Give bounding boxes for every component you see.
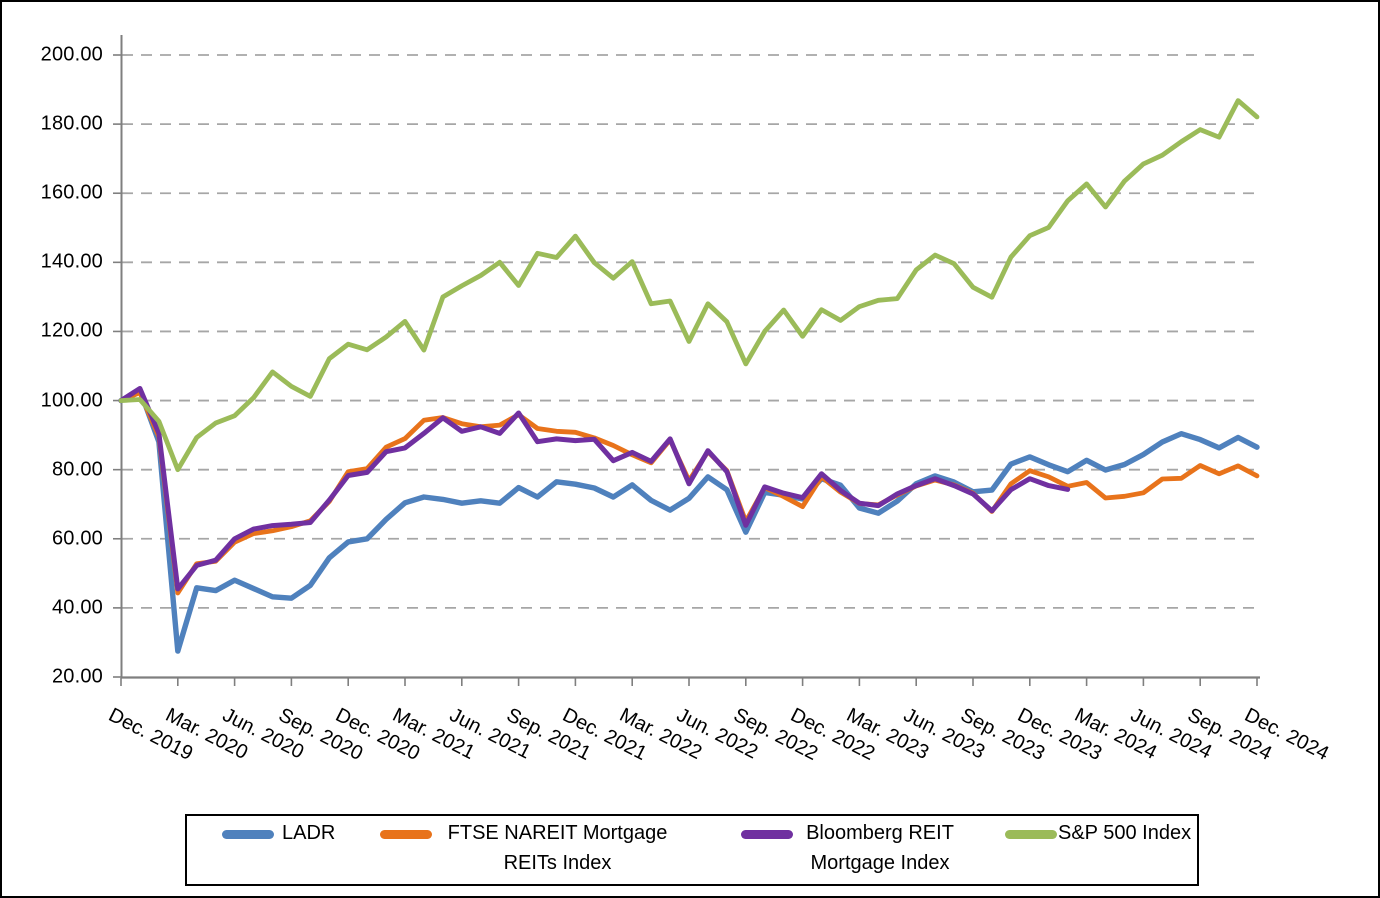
- y-tick-label: 160.00: [40, 181, 103, 204]
- y-tick-label: 40.00: [51, 596, 103, 619]
- y-tick-label: 200.00: [40, 43, 103, 66]
- y-tick-label: 180.00: [40, 112, 103, 135]
- legend-text: Bloomberg REIT: [806, 822, 954, 844]
- series-line-ftse-nareit-mortgage-reits-index: [118, 390, 1260, 596]
- legend-label-bloomberg: Bloomberg REIT Mortgage Index: [794, 818, 966, 878]
- y-tick-label: 20.00: [51, 665, 103, 688]
- legend-text: REITs Index: [503, 852, 612, 874]
- legend-label-ftse-nareit: FTSE NAREIT Mortgage REITs Index: [435, 818, 680, 878]
- y-tick-label: 120.00: [40, 319, 103, 342]
- series-line-s-p-500-index: [118, 98, 1260, 473]
- y-tick-label: 80.00: [51, 458, 103, 481]
- series-line-bloomberg-reit-mortgage-index: [118, 386, 1071, 592]
- legend-text: S&P 500 Index: [1058, 822, 1192, 844]
- series-line-ladr: [118, 387, 1260, 654]
- legend-text: LADR: [282, 822, 336, 844]
- legend-text: FTSE NAREIT Mortgage: [447, 822, 668, 844]
- y-tick-label: 60.00: [51, 527, 103, 550]
- legend-text: Mortgage Index: [810, 852, 950, 874]
- legend-swatch-ftse-nareit: [380, 830, 432, 839]
- legend: LADR FTSE NAREIT Mortgage REITs Index Bl…: [185, 814, 1199, 886]
- legend-swatch-sp500: [1005, 830, 1057, 839]
- y-tick-label: 140.00: [40, 250, 103, 273]
- legend-swatch-ladr: [222, 830, 274, 839]
- legend-label-ladr: LADR: [282, 818, 335, 848]
- legend-label-sp500: S&P 500 Index: [1058, 818, 1191, 848]
- y-tick-label: 100.00: [40, 389, 103, 412]
- legend-swatch-bloomberg: [741, 830, 793, 839]
